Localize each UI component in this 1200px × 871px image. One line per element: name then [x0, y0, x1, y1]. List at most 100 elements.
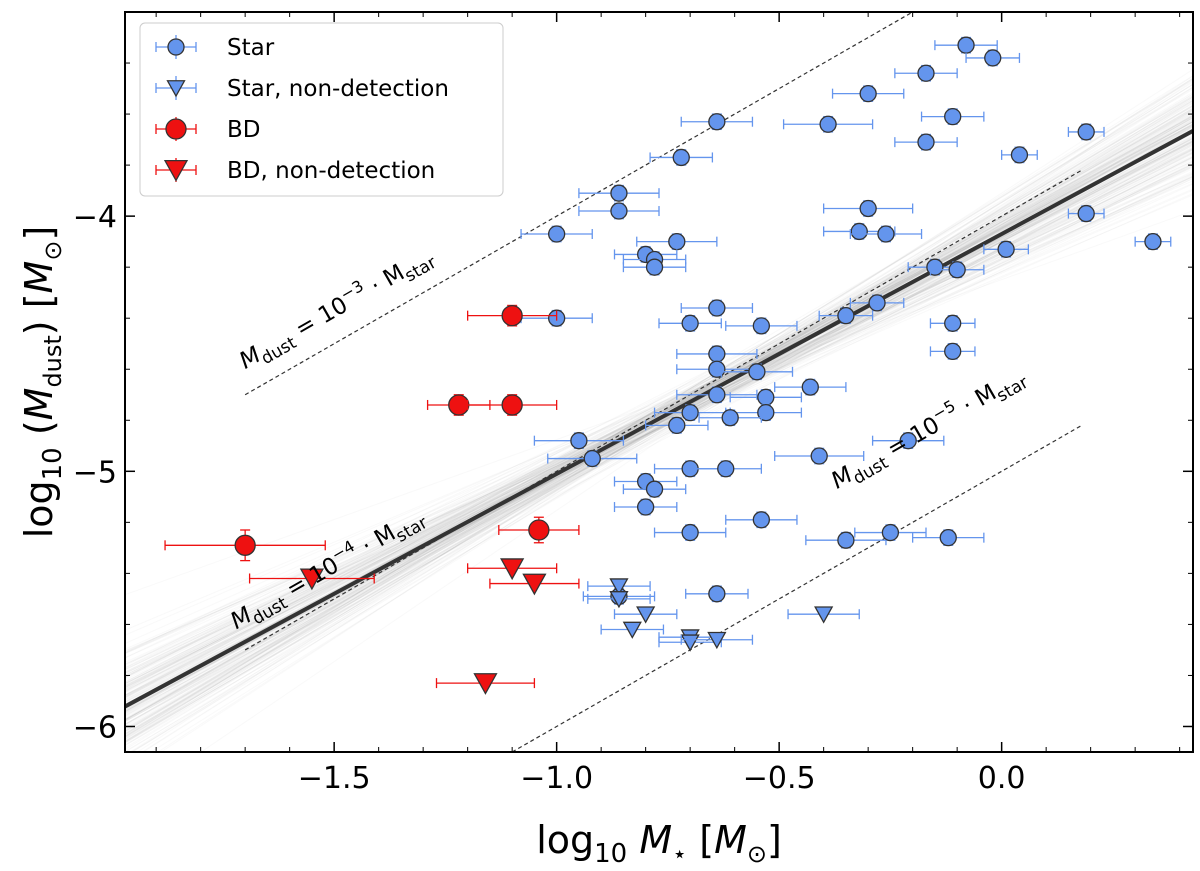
posterior-sample-line	[125, 131, 1193, 678]
posterior-sample-line	[125, 147, 1193, 713]
posterior-sample-line	[125, 150, 1193, 678]
circle-marker	[1010, 146, 1029, 164]
posterior-sample-line	[125, 111, 1193, 743]
legend-label: BD	[227, 117, 261, 143]
posterior-sample-line	[125, 130, 1193, 746]
posterior-sample-line	[125, 138, 1193, 709]
circle-marker	[708, 113, 726, 131]
triangle-marker	[680, 634, 700, 652]
star-point	[929, 314, 976, 332]
star-point	[698, 409, 762, 427]
x-tick-label: −0.5	[743, 761, 816, 796]
posterior-sample-line	[125, 105, 1193, 742]
legend-item: BD, non-detection	[155, 158, 435, 184]
posterior-sample-line	[125, 133, 1193, 722]
star-point	[680, 631, 754, 650]
star-point	[965, 49, 1021, 67]
posterior-sample-line	[125, 141, 1193, 683]
triangle-marker	[609, 591, 629, 609]
circle-marker	[668, 416, 686, 435]
circle-marker	[708, 386, 726, 404]
x-tick-label: −1.0	[520, 761, 593, 796]
star-point	[1001, 146, 1038, 164]
posterior-sample-line	[125, 193, 1193, 665]
circle-marker	[899, 432, 917, 450]
circle-marker	[721, 409, 739, 427]
reference-line	[244, 12, 914, 396]
posterior-sample-line	[125, 158, 1193, 670]
posterior-sample-line	[125, 114, 1193, 731]
posterior-sample-line	[125, 146, 1193, 710]
posterior-sample-line	[125, 117, 1193, 690]
star-point	[774, 378, 847, 396]
posterior-sample-line	[157, 80, 1193, 752]
star-point	[578, 202, 660, 220]
posterior-sample-line	[125, 83, 1193, 744]
posterior-sample-line	[125, 147, 1193, 673]
star-point	[587, 591, 651, 609]
posterior-sample-line	[125, 180, 1193, 631]
circle-marker	[681, 523, 699, 542]
circle-marker	[1077, 204, 1095, 223]
posterior-sample-line	[125, 163, 1193, 666]
posterior-sample-line	[125, 120, 1193, 739]
posterior-sample-line	[125, 111, 1193, 686]
plot-frame	[124, 11, 1194, 753]
posterior-sample-line	[125, 107, 1193, 737]
posterior-sample-line	[125, 141, 1193, 717]
posterior-sample-line	[125, 130, 1193, 730]
axis-ticks: −1.5 −1.0 −0.5 0.0 −6 −5 −4	[73, 12, 1193, 796]
circle-marker	[926, 258, 944, 276]
star-point	[729, 388, 803, 406]
posterior-sample-line	[125, 144, 1193, 684]
posterior-sample-line	[125, 153, 1193, 679]
legend-item: BD	[155, 117, 261, 143]
posterior-sample-line	[125, 101, 1193, 722]
bd-point	[489, 573, 580, 596]
posterior-sample-line	[125, 166, 1193, 644]
posterior-sample-line	[125, 163, 1193, 691]
bd-point	[498, 516, 580, 544]
posterior-sample-line	[136, 68, 1193, 752]
posterior-sample-line	[125, 149, 1193, 671]
ref-label-part: = 10	[876, 412, 944, 466]
star-point	[653, 523, 727, 542]
posterior-sample-line	[125, 151, 1193, 669]
posterior-sample-line	[125, 137, 1193, 690]
triangle-marker	[609, 578, 629, 596]
posterior-sample-line	[125, 144, 1193, 715]
posterior-sample-line	[125, 102, 1193, 746]
ref-label-part: · M	[952, 380, 1001, 423]
star-point	[1134, 233, 1172, 251]
bd-point	[466, 558, 558, 581]
posterior-sample-line	[125, 137, 1193, 721]
posterior-sample-line	[130, 116, 1193, 752]
posterior-sample-line	[125, 174, 1193, 674]
posterior-sample-line	[125, 143, 1193, 689]
circle-marker	[681, 403, 699, 422]
posterior-sample-line	[125, 173, 1193, 684]
triangle-marker	[707, 631, 727, 650]
posterior-sample-line	[125, 96, 1193, 733]
posterior-sample-line	[125, 170, 1193, 686]
legend-triangle-marker	[166, 80, 186, 98]
posterior-sample-line	[125, 176, 1193, 670]
posterior-sample-line	[125, 77, 1193, 738]
star-point	[520, 225, 593, 243]
posterior-sample-line	[125, 113, 1193, 732]
posterior-sample-line	[125, 146, 1193, 674]
posterior-sample-line	[125, 129, 1193, 735]
posterior-sample-line	[125, 116, 1193, 738]
legend: Star Star, non-detection BD BD, non-detecti…	[139, 22, 504, 197]
posterior-sample-line	[125, 143, 1193, 725]
posterior-sample-line	[130, 99, 1193, 752]
posterior-sample-line	[125, 152, 1193, 706]
triangle-marker	[814, 606, 834, 624]
posterior-sample-line	[125, 137, 1193, 718]
triangle-marker	[622, 621, 642, 639]
posterior-sample-line	[125, 88, 1193, 710]
posterior-sample-line	[125, 79, 1193, 737]
circle-marker	[757, 388, 775, 406]
circle-marker	[234, 534, 256, 556]
